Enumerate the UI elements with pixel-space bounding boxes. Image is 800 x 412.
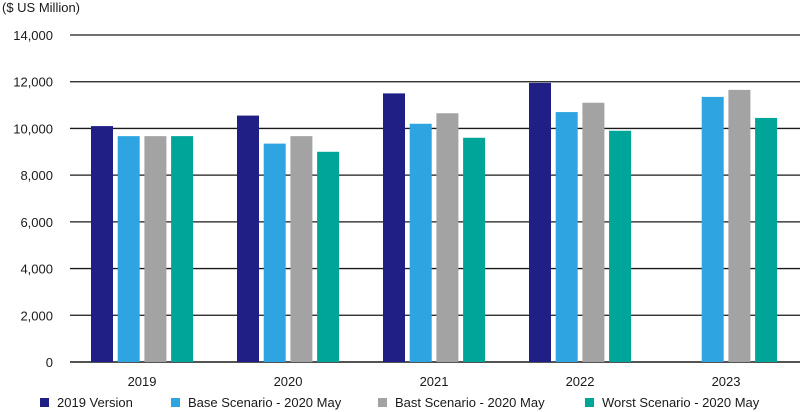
legend-item: Bast Scenario - 2020 May [378,395,545,410]
bar [383,93,405,363]
bar [755,117,778,363]
legend-label: 2019 Version [57,395,133,410]
bar [237,115,259,362]
x-tick-label: 2019 [128,374,157,389]
y-tick-label: 8,000 [20,168,53,183]
bar [463,137,486,362]
legend-item: 2019 Version [40,395,133,410]
y-tick-label: 6,000 [20,215,53,230]
bar [582,102,605,362]
bar [409,123,432,362]
x-axis-tick-labels: 2019 2020 2021 2022 2023 [128,374,741,389]
bar [144,136,167,362]
bar [529,82,551,362]
x-tick-label: 2022 [566,374,595,389]
bars [91,82,778,363]
bar [117,136,140,362]
bar [263,143,286,362]
y-tick-label: 12,000 [13,75,53,90]
bar [317,151,340,362]
y-unit-label: ($ US Million) [2,0,81,15]
y-tick-label: 10,000 [13,121,53,136]
bar [436,113,459,362]
x-tick-label: 2021 [420,374,449,389]
y-tick-label: 2,000 [20,308,53,323]
legend-swatch [40,398,49,407]
x-tick-label: 2020 [274,374,303,389]
y-tick-label: 0 [46,355,53,370]
legend-label: Base Scenario - 2020 May [188,395,342,410]
gridlines [70,34,800,363]
bar [555,112,578,362]
bar [609,130,632,362]
legend-swatch [585,398,594,407]
legend-swatch [171,398,180,407]
bar-chart: 02,0004,0006,0008,00010,00012,00014,000 … [13,28,800,389]
bar [290,136,313,362]
bar [728,89,751,362]
legend-item: Worst Scenario - 2020 May [585,395,759,410]
legend-label: Worst Scenario - 2020 May [602,395,760,410]
bar [91,126,113,362]
legend-label: Bast Scenario - 2020 May [395,395,545,410]
bar [171,136,194,362]
legend-swatch [378,398,387,407]
y-axis-tick-labels: 0 2,000 4,000 6,000 8,000 10,000 12,000 14,000 [13,28,53,370]
y-tick-label: 4,000 [20,262,53,277]
x-tick-label: 2023 [712,374,741,389]
y-tick-label: 14,000 [13,28,53,43]
bar [701,96,724,363]
legend-item: Base Scenario - 2020 May [171,395,341,410]
